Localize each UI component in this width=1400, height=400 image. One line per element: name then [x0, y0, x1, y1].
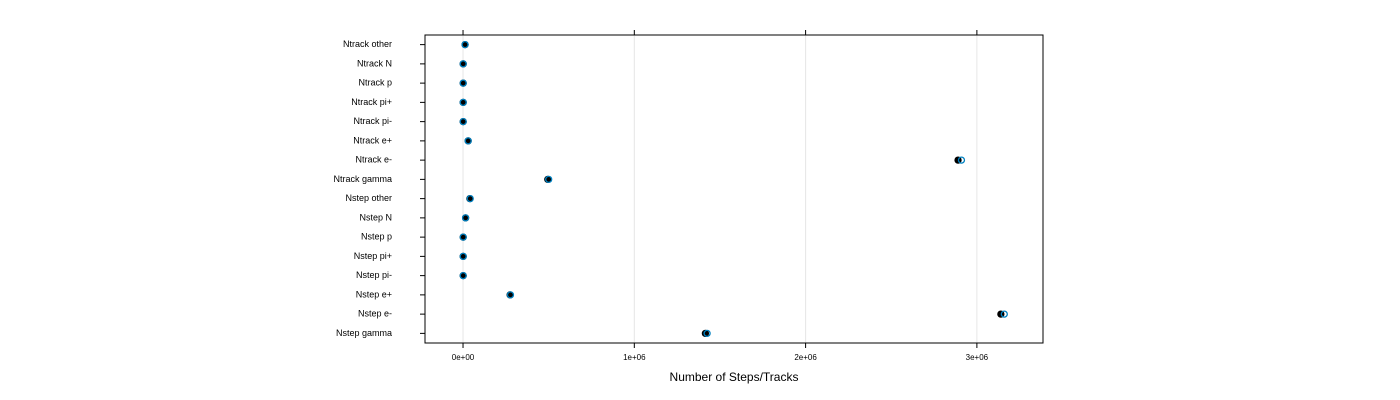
- y-tick-label: Ntrack pi-: [353, 116, 392, 126]
- y-tick-label: Nstep pi+: [354, 251, 392, 261]
- open-dot: [459, 60, 467, 68]
- y-tick-label: Ntrack e+: [353, 135, 392, 145]
- y-tick-label: Nstep gamma: [336, 328, 392, 338]
- y-tick-label: Ntrack pi+: [351, 97, 392, 107]
- y-tick-label: Ntrack N: [357, 58, 392, 68]
- y-tick-label: Nstep p: [361, 232, 392, 242]
- open-dot: [1000, 310, 1008, 318]
- y-tick-label: Ntrack e-: [355, 155, 392, 165]
- y-tick-label: Nstep e-: [358, 309, 392, 319]
- x-tick-label: 3e+06: [966, 353, 989, 362]
- open-dot: [459, 233, 467, 241]
- y-tick-label: Nstep e+: [356, 289, 392, 299]
- y-tick-label: Ntrack gamma: [333, 174, 392, 184]
- open-dot: [957, 156, 966, 164]
- open-dot: [506, 291, 515, 299]
- plot-frame: [424, 34, 1044, 344]
- open-dot: [459, 117, 467, 126]
- x-tick-label: 2e+06: [794, 353, 817, 362]
- x-tick-label: 0e+00: [452, 353, 475, 362]
- open-dot: [461, 214, 470, 222]
- y-tick-label: Nstep other: [345, 193, 392, 203]
- open-dot: [703, 329, 711, 338]
- open-dot: [459, 271, 467, 280]
- open-dot: [466, 194, 474, 203]
- x-axis-title: Number of Steps/Tracks: [670, 370, 799, 384]
- y-tick-label: Nstep pi-: [356, 270, 392, 280]
- open-dot: [464, 137, 472, 145]
- open-dot: [459, 252, 467, 261]
- y-tick-label: Ntrack other: [343, 39, 392, 49]
- y-tick-label: Nstep N: [359, 212, 392, 222]
- y-tick-label: Ntrack p: [358, 78, 392, 88]
- x-tick-label: 1e+06: [623, 353, 646, 362]
- open-dot: [459, 79, 467, 87]
- open-dot: [545, 175, 553, 184]
- open-dot: [461, 40, 469, 49]
- open-dot: [459, 98, 467, 107]
